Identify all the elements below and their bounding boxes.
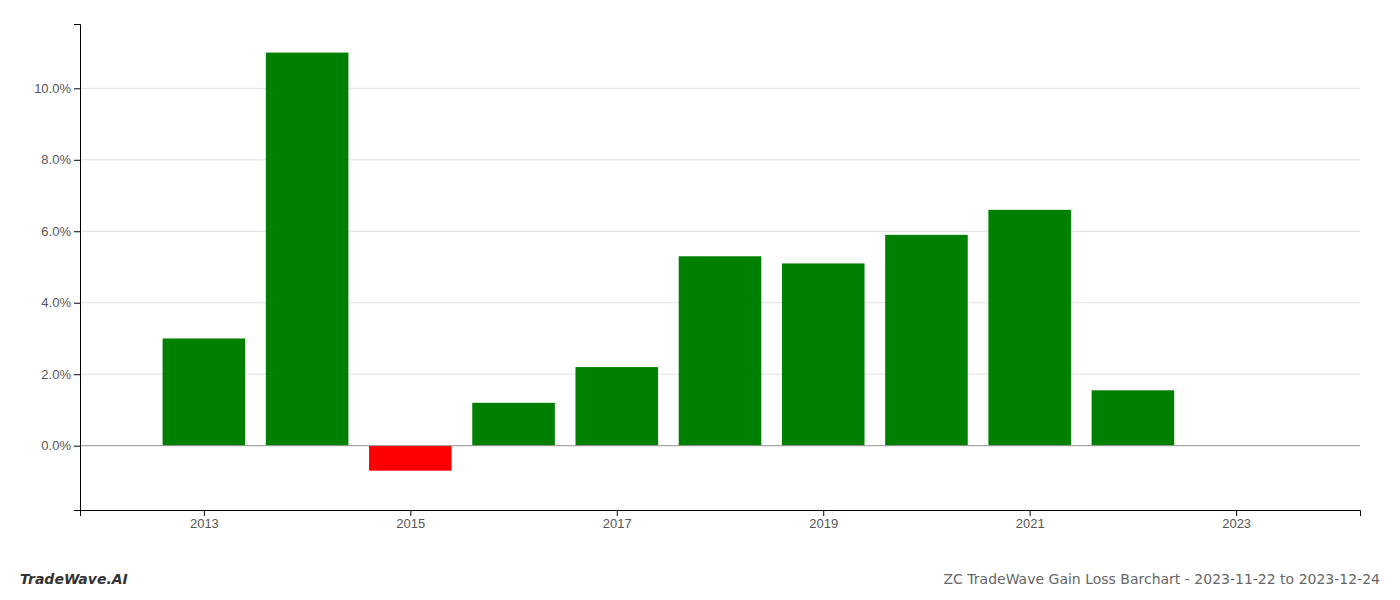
y-tick: 6.0% xyxy=(41,224,80,239)
x-tick: 2021 xyxy=(1016,510,1045,531)
y-tick-label: 8.0% xyxy=(41,152,71,167)
x-tick-mark xyxy=(410,510,411,516)
bar xyxy=(163,338,246,445)
x-tick-mark xyxy=(1236,510,1237,516)
bar xyxy=(369,446,452,471)
x-tick-mark xyxy=(1030,510,1031,516)
grid-line xyxy=(80,445,1360,446)
y-tick: 2.0% xyxy=(41,367,80,382)
bars xyxy=(163,53,1175,471)
y-tick: 4.0% xyxy=(41,295,80,310)
x-tick-mark xyxy=(823,510,824,516)
x-tick: 2017 xyxy=(603,510,632,531)
y-tick-label: 6.0% xyxy=(41,224,71,239)
plot: 2013 2015 2017 2019 2021 2023 0.0% 2.0% 4.0% 6.0%… xyxy=(34,25,1360,532)
x-tick: 2015 xyxy=(396,510,425,531)
y-tick-mark xyxy=(74,160,80,161)
x-axis: 2013 2015 2017 2019 2021 2023 xyxy=(81,510,1361,531)
bar xyxy=(988,210,1071,446)
bar xyxy=(472,403,555,446)
x-tick: 2019 xyxy=(809,510,838,531)
y-axis-line xyxy=(74,25,81,511)
bar xyxy=(266,53,349,446)
zero-line xyxy=(80,445,1360,446)
x-tick: 2023 xyxy=(1222,510,1251,531)
y-tick-mark xyxy=(74,446,80,447)
x-tick-label: 2017 xyxy=(603,516,632,531)
footer-annotation: TradeWave.AI xyxy=(20,571,128,587)
bar xyxy=(782,263,865,445)
x-tick-label: 2019 xyxy=(809,516,838,531)
x-tick-mark xyxy=(204,510,205,516)
chart: 2013 2015 2017 2019 2021 2023 0.0% 2.0% 4.0% 6.0%… xyxy=(0,0,1400,600)
y-tick: 0.0% xyxy=(41,438,80,453)
y-axis: 0.0% 2.0% 4.0% 6.0% 8.0% 10.0% xyxy=(34,25,80,511)
y-tick-label: 4.0% xyxy=(41,295,71,310)
y-tick-label: 10.0% xyxy=(34,81,71,96)
x-axis-line xyxy=(81,511,1361,517)
y-tick: 8.0% xyxy=(41,152,80,167)
x-tick-label: 2023 xyxy=(1222,516,1251,531)
y-tick-mark xyxy=(74,88,80,89)
x-tick-label: 2021 xyxy=(1016,516,1045,531)
bar xyxy=(575,367,658,446)
x-tick-mark xyxy=(617,510,618,516)
x-tick-label: 2015 xyxy=(396,516,425,531)
y-tick-mark xyxy=(74,231,80,232)
x-tick-label: 2013 xyxy=(190,516,219,531)
y-tick-mark xyxy=(74,303,80,304)
y-tick-label: 2.0% xyxy=(41,367,71,382)
y-tick-mark xyxy=(74,374,80,375)
bar xyxy=(1092,390,1175,445)
x-tick: 2013 xyxy=(190,510,219,531)
bar xyxy=(885,235,968,446)
bar xyxy=(679,256,762,445)
y-tick-label: 0.0% xyxy=(41,438,71,453)
y-tick: 10.0% xyxy=(34,81,80,96)
title: ZC TradeWave Gain Loss Barchart - 2023-1… xyxy=(944,571,1381,587)
